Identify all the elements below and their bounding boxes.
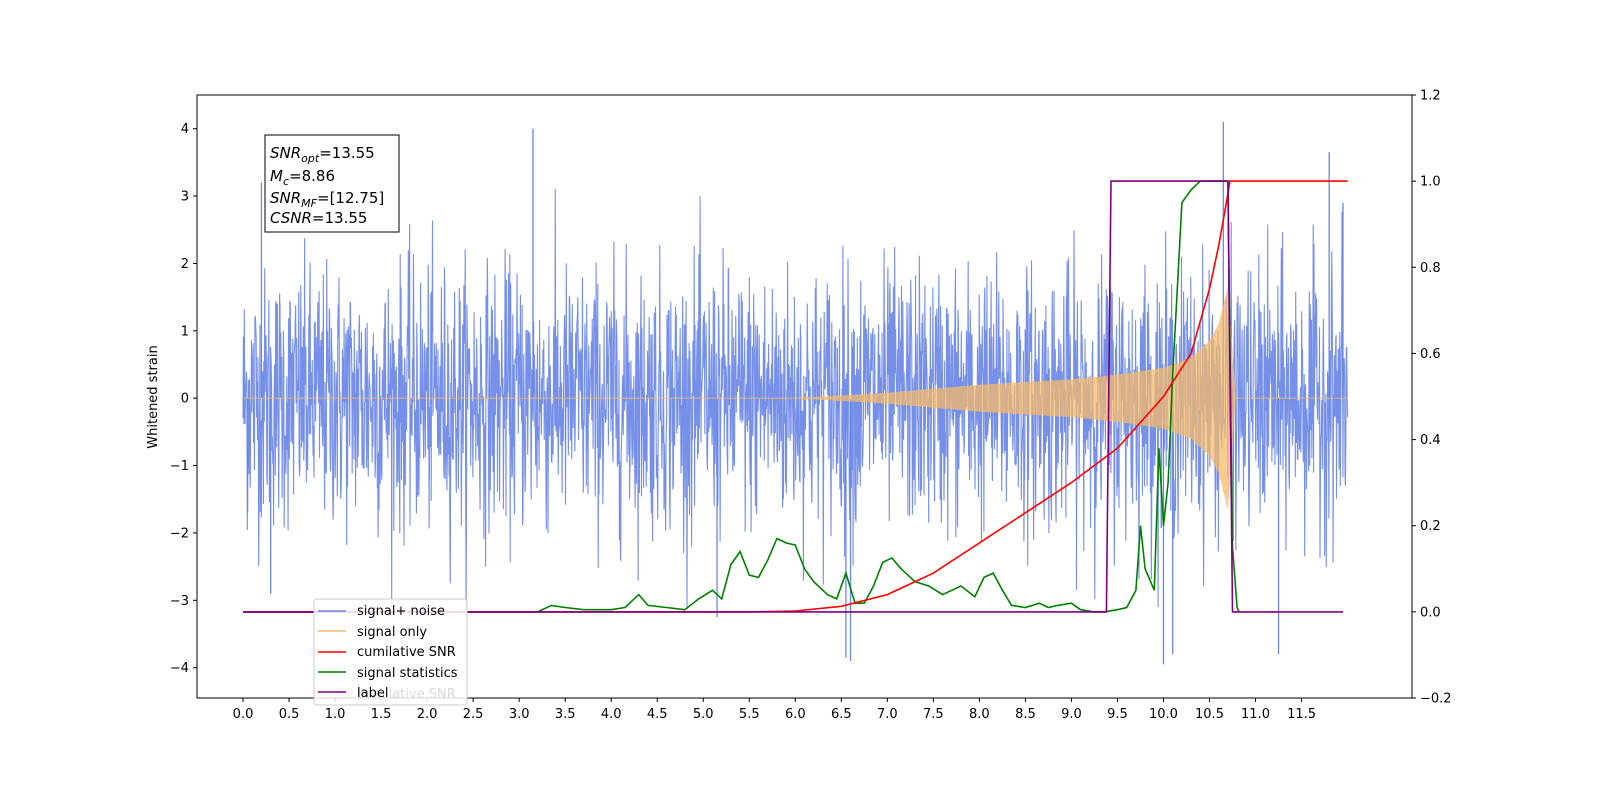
y2-tick-label: 1.2 [1420, 89, 1441, 104]
x-tick-label: 8.0 [969, 707, 990, 722]
legend-label: label [357, 686, 388, 701]
x-tick-label: 9.5 [1107, 707, 1128, 722]
y-tick-label: 2 [181, 257, 189, 272]
x-tick-label: 11.5 [1287, 707, 1316, 722]
x-tick-label: 5.0 [693, 707, 714, 722]
x-tick-label: 2.5 [463, 707, 484, 722]
y-tick-label: 0 [181, 392, 189, 407]
legend-label: signal only [357, 625, 427, 640]
y-tick-label: 3 [181, 190, 189, 205]
y-tick-label: −2 [170, 526, 189, 541]
x-tick-label: 6.0 [785, 707, 806, 722]
series-signal-statistics [243, 180, 1240, 613]
legend-entry-signal-noise: signal+ noise [318, 604, 445, 619]
y-tick-label: 1 [181, 324, 189, 339]
legend-label: signal+ noise [357, 604, 445, 619]
info-line-mc: Mc=8.86 [270, 167, 335, 188]
x-tick-label: 11.0 [1241, 707, 1270, 722]
x-tick-label: 6.5 [831, 707, 852, 722]
x-tick-label: 0.0 [233, 707, 254, 722]
x-tick-label: 1.0 [325, 707, 346, 722]
plot-frame [196, 94, 1413, 699]
x-tick-label: 1.5 [371, 707, 392, 722]
y2-tick-label: 0.4 [1420, 433, 1441, 448]
info-line-snr-opt: SNRopt=13.55 [270, 144, 375, 165]
series-label [243, 180, 1343, 613]
y2-tick-label: −0.2 [1420, 692, 1452, 707]
x-tick-label: 4.5 [647, 707, 668, 722]
y2-tick-label: 0.2 [1420, 519, 1441, 534]
legend-entry-label: label [318, 686, 388, 701]
x-tick-label: 0.5 [279, 707, 300, 722]
x-tick-label: 10.5 [1195, 707, 1224, 722]
x-tick-label: 10.0 [1149, 707, 1178, 722]
legend-entry-signal-statistics: signal statistics [318, 666, 458, 681]
y-tick-label: −3 [170, 594, 189, 609]
info-box: SNRopt=13.55 Mc=8.86 SNRMF=[12.75] CSNR=… [264, 134, 400, 233]
legend-label: signal statistics [357, 666, 458, 681]
x-tick-label: 3.5 [555, 707, 576, 722]
x-tick-label: 3.0 [509, 707, 530, 722]
x-tick-label: 8.5 [1015, 707, 1036, 722]
y2-tick-label: 0.6 [1420, 347, 1441, 362]
legend-entry-cumulative-snr: cumilative SNR [318, 645, 456, 660]
y2-tick-label: 1.0 [1420, 175, 1441, 190]
y-tick-label: −1 [170, 459, 189, 474]
y-tick-label: −4 [170, 661, 189, 676]
legend-hidden-text: cumilative SNR [357, 687, 456, 702]
x-tick-label: 2.0 [417, 707, 438, 722]
info-line-csnr: CSNR=13.55 [270, 209, 367, 227]
info-line-snr-mf: SNRMF=[12.75] [270, 189, 384, 210]
legend-entry-signal-only: signal only [318, 625, 427, 640]
x-tick-label: 7.5 [923, 707, 944, 722]
x-tick-label: 5.5 [739, 707, 760, 722]
y2-tick-label: 0.0 [1420, 605, 1441, 620]
legend-label: cumilative SNR [357, 645, 456, 660]
x-tick-label: 9.0 [1061, 707, 1082, 722]
plot-area [242, 121, 1349, 665]
axes: 0.0 0.5 1.0 1.5 2.0 2.5 3.0 3.5 4.0 4.5 5.0 5.5 6.0 6… [170, 89, 1452, 723]
series-cumulative-snr [243, 180, 1348, 613]
x-tick-label: 7.0 [877, 707, 898, 722]
x-tick-label: 4.0 [601, 707, 622, 722]
y-tick-label: 4 [181, 122, 189, 137]
series-signal-only [243, 288, 1348, 510]
y2-tick-label: 0.8 [1420, 261, 1441, 276]
y-axis-label: Whitened strain [146, 345, 161, 448]
legend: cumilative SNR signal+ noise signal only… [313, 598, 468, 706]
